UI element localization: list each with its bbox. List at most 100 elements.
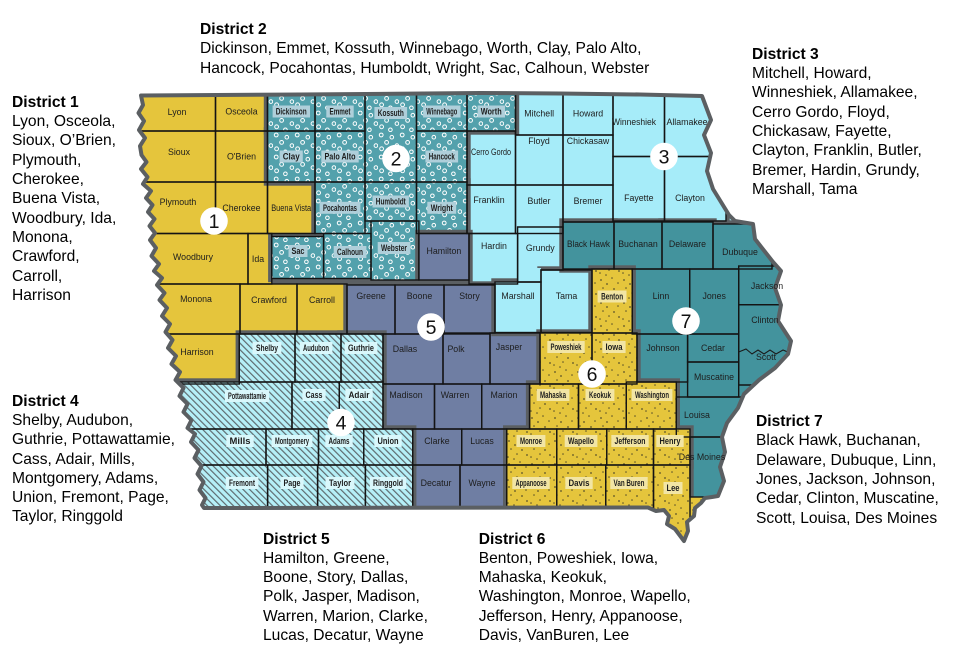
svg-text:Union: Union <box>378 436 399 446</box>
svg-text:Allamakee: Allamakee <box>666 117 707 127</box>
svg-text:Linn: Linn <box>653 291 670 301</box>
svg-text:Adams: Adams <box>329 436 350 446</box>
svg-text:Des Moines: Des Moines <box>679 452 726 462</box>
svg-text:Davis: Davis <box>569 478 590 488</box>
svg-text:Lee: Lee <box>667 483 680 493</box>
svg-text:Lucas: Lucas <box>470 436 494 446</box>
svg-text:Washington: Washington <box>635 390 669 400</box>
svg-text:Worth: Worth <box>481 107 502 117</box>
svg-text:Buena Vista: Buena Vista <box>271 203 311 213</box>
svg-text:Louisa: Louisa <box>684 410 710 420</box>
svg-text:Clay: Clay <box>283 152 300 162</box>
svg-text:Humboldt: Humboldt <box>376 197 406 207</box>
svg-text:Guthrie: Guthrie <box>348 343 374 353</box>
svg-text:Montgomery: Montgomery <box>275 436 309 446</box>
svg-text:Palo Alto: Palo Alto <box>325 152 357 162</box>
svg-text:Keokuk: Keokuk <box>589 390 611 400</box>
svg-text:Audubon: Audubon <box>303 343 329 353</box>
svg-text:Marion: Marion <box>491 390 518 400</box>
svg-text:7: 7 <box>681 311 692 333</box>
svg-text:Van Buren: Van Buren <box>614 478 645 488</box>
svg-text:Dallas: Dallas <box>393 344 418 354</box>
svg-text:Monroe: Monroe <box>520 436 542 446</box>
svg-text:Jones: Jones <box>702 291 726 301</box>
svg-text:Scott: Scott <box>756 352 777 362</box>
svg-text:Hardin: Hardin <box>481 241 507 251</box>
svg-text:Ringgold: Ringgold <box>373 478 403 488</box>
svg-text:Sac: Sac <box>292 246 305 256</box>
svg-text:Harrison: Harrison <box>180 347 213 357</box>
svg-text:Story: Story <box>459 291 480 301</box>
svg-text:Calhoun: Calhoun <box>337 247 363 257</box>
svg-text:Dickinson: Dickinson <box>276 107 307 117</box>
svg-text:Fremont: Fremont <box>229 478 255 488</box>
svg-text:Wayne: Wayne <box>468 478 495 488</box>
svg-text:Clinton: Clinton <box>751 315 778 325</box>
svg-text:Mitchell: Mitchell <box>524 109 554 119</box>
svg-text:3: 3 <box>659 147 670 169</box>
svg-text:Wapello: Wapello <box>568 436 594 446</box>
svg-text:Cass: Cass <box>306 390 323 400</box>
svg-text:1: 1 <box>209 211 220 233</box>
svg-text:Clayton: Clayton <box>675 193 705 203</box>
svg-text:Osceola: Osceola <box>225 107 257 117</box>
svg-text:Cerro Gordo: Cerro Gordo <box>471 147 511 157</box>
svg-text:Crawford: Crawford <box>251 295 287 305</box>
svg-text:Appanoose: Appanoose <box>516 478 547 488</box>
svg-text:Marshall: Marshall <box>501 291 534 301</box>
svg-text:Lyon: Lyon <box>168 107 187 117</box>
svg-text:Boone: Boone <box>407 291 433 301</box>
svg-text:6: 6 <box>587 364 598 386</box>
svg-text:Muscatine: Muscatine <box>694 372 734 382</box>
svg-text:Monona: Monona <box>180 294 212 304</box>
svg-text:Webster: Webster <box>381 243 407 253</box>
svg-text:Adair: Adair <box>349 390 371 400</box>
svg-text:Jackson: Jackson <box>751 281 783 291</box>
svg-text:Jasper: Jasper <box>496 342 522 352</box>
svg-text:Shelby: Shelby <box>256 343 278 353</box>
svg-text:Grundy: Grundy <box>526 243 555 253</box>
svg-text:Butler: Butler <box>528 196 551 206</box>
svg-text:Winnebago: Winnebago <box>426 107 457 117</box>
svg-text:Cherokee: Cherokee <box>222 203 260 213</box>
svg-text:Mahaska: Mahaska <box>540 390 566 400</box>
svg-text:Warren: Warren <box>441 390 470 400</box>
svg-text:Tama: Tama <box>556 291 578 301</box>
svg-text:Mills: Mills <box>230 436 251 446</box>
svg-text:4: 4 <box>336 413 347 435</box>
svg-text:O'Brien: O'Brien <box>227 152 256 162</box>
svg-text:Woodbury: Woodbury <box>173 252 214 262</box>
svg-text:Sioux: Sioux <box>168 147 191 157</box>
svg-text:Benton: Benton <box>601 292 623 302</box>
svg-text:2: 2 <box>391 149 402 171</box>
svg-text:Black Hawk: Black Hawk <box>567 239 611 249</box>
svg-text:Cedar: Cedar <box>701 343 725 353</box>
svg-text:Hamilton: Hamilton <box>427 246 462 256</box>
svg-text:Emmet: Emmet <box>330 107 351 117</box>
svg-text:Decatur: Decatur <box>421 478 452 488</box>
svg-text:Carroll: Carroll <box>309 295 335 305</box>
svg-text:Pocahontas: Pocahontas <box>323 203 357 213</box>
svg-text:Dubuque: Dubuque <box>722 247 758 257</box>
svg-text:Iowa: Iowa <box>606 342 623 352</box>
svg-text:Chickasaw: Chickasaw <box>567 136 610 146</box>
svg-text:Wright: Wright <box>431 203 453 213</box>
svg-text:Fayette: Fayette <box>624 193 653 203</box>
svg-text:Franklin: Franklin <box>473 195 504 205</box>
svg-text:Hancock: Hancock <box>429 152 455 162</box>
svg-text:Jefferson: Jefferson <box>615 436 646 446</box>
svg-text:Pottawattamie: Pottawattamie <box>228 391 266 401</box>
svg-text:5: 5 <box>426 317 437 339</box>
svg-text:Howard: Howard <box>573 109 603 119</box>
svg-text:Poweshiek: Poweshiek <box>551 342 582 352</box>
svg-text:Floyd: Floyd <box>528 136 550 146</box>
svg-text:Plymouth: Plymouth <box>160 197 197 207</box>
svg-text:Kossuth: Kossuth <box>378 108 404 118</box>
svg-text:Greene: Greene <box>356 291 385 301</box>
svg-text:Delaware: Delaware <box>669 239 706 249</box>
svg-text:Bremer: Bremer <box>574 196 603 206</box>
svg-text:Ida: Ida <box>252 254 264 264</box>
svg-text:Taylor: Taylor <box>329 478 351 488</box>
svg-text:Winneshiek: Winneshiek <box>612 117 657 127</box>
svg-text:Clarke: Clarke <box>424 436 450 446</box>
